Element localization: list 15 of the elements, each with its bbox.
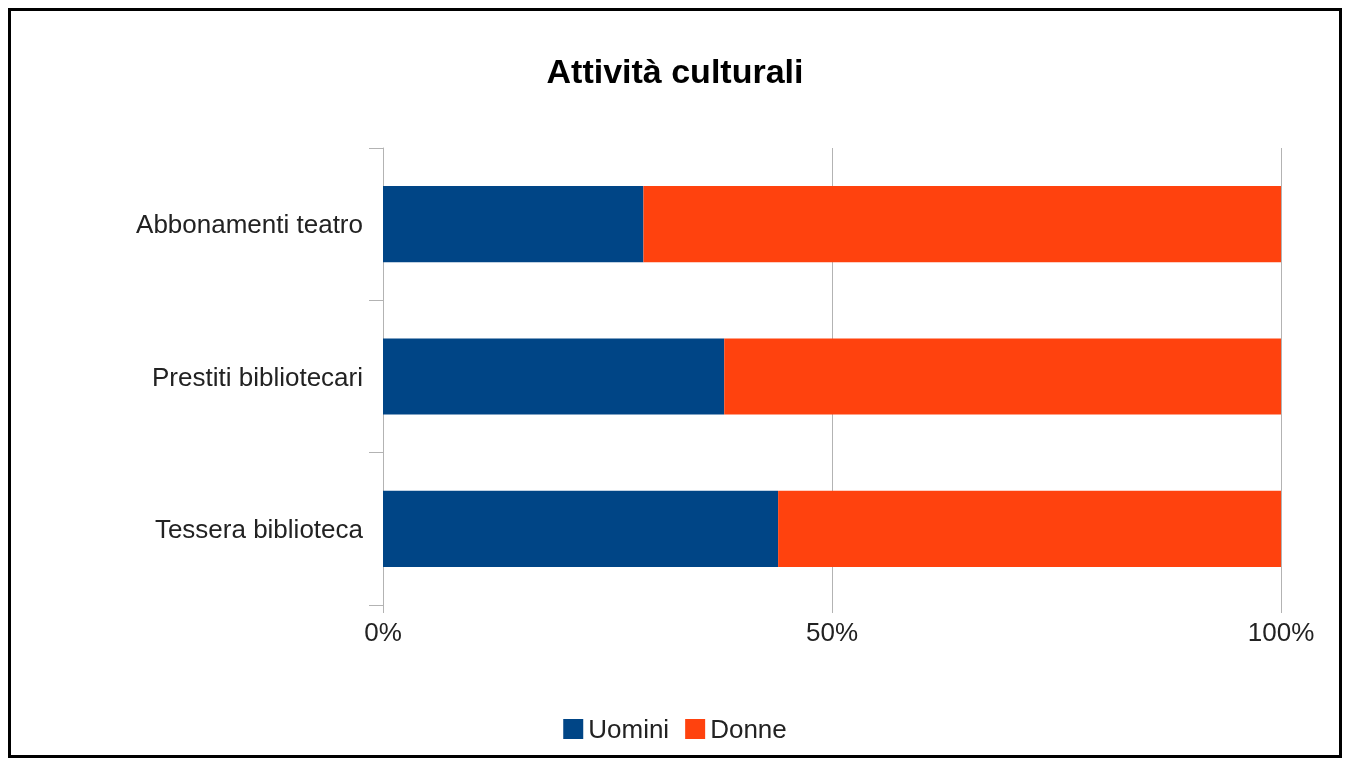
legend-label: Uomini bbox=[588, 714, 670, 744]
bar bbox=[643, 186, 1281, 263]
bar bbox=[383, 186, 644, 263]
y-tick-label: Abbonamenti teatro bbox=[136, 209, 363, 240]
y-tick-label: Prestiti bibliotecari bbox=[152, 361, 363, 392]
bar bbox=[778, 490, 1281, 567]
bar bbox=[724, 338, 1281, 415]
bar bbox=[383, 338, 725, 415]
legend-label: Donne bbox=[710, 714, 787, 744]
x-tick-label: 50% bbox=[805, 617, 859, 647]
bar bbox=[383, 490, 779, 567]
x-tick-label: 100% bbox=[1247, 617, 1315, 647]
y-tick-label: Tessera biblioteca bbox=[154, 513, 364, 544]
chart-title: Attività culturali bbox=[546, 52, 804, 90]
x-tick-label: 0% bbox=[364, 617, 402, 647]
